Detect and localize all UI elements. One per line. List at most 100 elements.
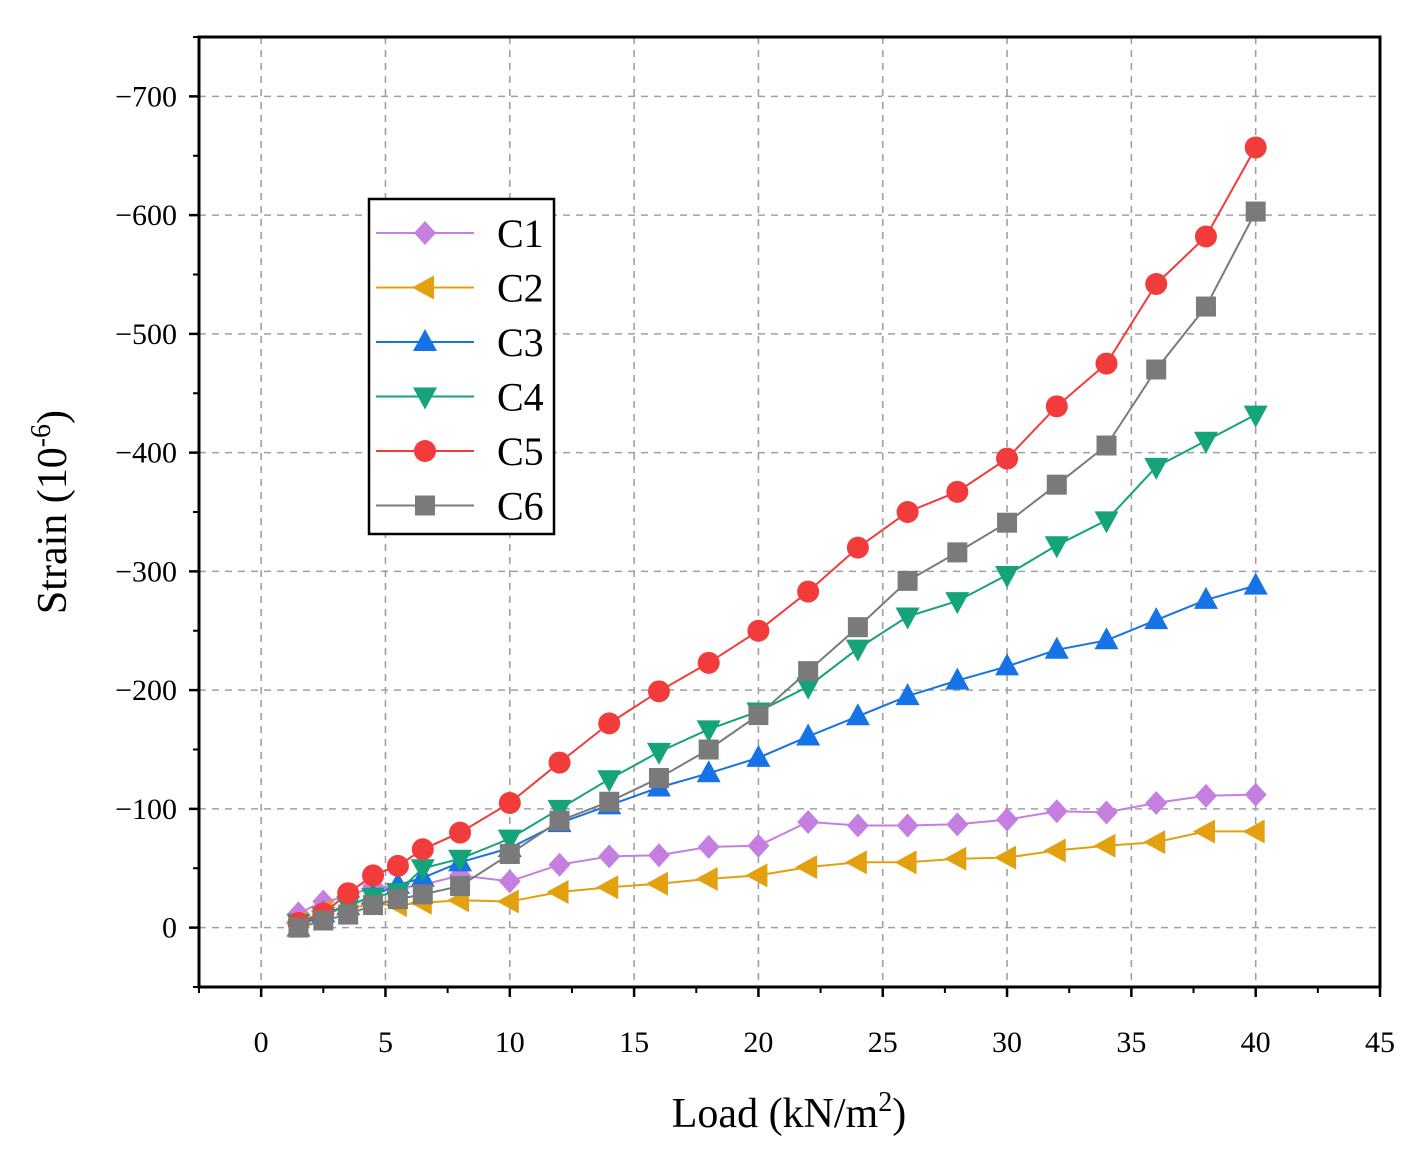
legend-label-c5: C5	[497, 429, 544, 474]
data-point-c6	[748, 705, 769, 726]
data-point-c4	[895, 607, 920, 630]
data-point-c1	[548, 852, 571, 877]
data-point-c5	[1045, 395, 1068, 418]
data-point-c3	[1193, 586, 1218, 609]
data-point-c4	[1044, 536, 1069, 559]
x-axis-title: Load (kN/m2)	[672, 1087, 906, 1137]
data-point-c3	[1144, 607, 1169, 630]
legend-label-c3: C3	[497, 320, 544, 365]
data-point-c6	[549, 810, 570, 831]
data-point-c5	[598, 712, 621, 735]
data-point-c1	[996, 807, 1019, 832]
data-point-c2	[1043, 838, 1066, 863]
data-point-c4	[1094, 511, 1119, 534]
data-point-c3	[746, 744, 771, 767]
series-c1	[287, 782, 1267, 926]
data-point-c3	[796, 723, 821, 746]
data-point-c6	[288, 917, 309, 938]
data-point-c5	[647, 680, 670, 703]
data-point-c6	[499, 844, 520, 864]
data-point-c2	[894, 850, 917, 875]
data-point-c5	[498, 791, 521, 814]
data-point-c6	[648, 768, 669, 788]
y-tick-label: −100	[115, 793, 177, 826]
data-point-c6	[897, 570, 918, 591]
data-point-c2	[546, 880, 569, 904]
data-point-c6	[1046, 474, 1067, 495]
data-point-c6	[947, 542, 968, 563]
data-point-c5	[896, 501, 919, 523]
data-point-c1	[747, 833, 770, 858]
data-point-c4	[845, 639, 870, 662]
data-point-c2	[844, 850, 867, 875]
data-point-c3	[845, 703, 870, 726]
data-point-c4	[410, 859, 435, 882]
data-point-c1	[797, 809, 820, 834]
data-point-c2	[496, 889, 519, 914]
data-point-c5	[386, 854, 409, 877]
data-point-c6	[798, 661, 819, 682]
legend-label-c1: C1	[497, 211, 544, 256]
x-tick-label: 40	[1241, 1026, 1271, 1059]
data-point-c5	[1145, 273, 1168, 295]
data-point-c3	[945, 667, 970, 690]
data-point-c1	[846, 813, 869, 838]
legend-marker-c4	[413, 387, 437, 410]
data-point-c6	[997, 512, 1018, 533]
data-point-c5	[846, 536, 869, 559]
data-point-c2	[1192, 819, 1215, 844]
legend-marker-c2	[412, 275, 434, 300]
y-tick-label: −300	[115, 555, 177, 588]
data-point-c4	[497, 829, 522, 852]
data-point-c4	[945, 592, 970, 615]
data-point-c5	[1244, 136, 1267, 159]
data-point-c6	[599, 791, 620, 812]
data-point-c2	[795, 855, 818, 880]
x-tick-label: 35	[1116, 1026, 1146, 1059]
legend-label-c4: C4	[497, 375, 544, 420]
data-point-c1	[647, 843, 670, 868]
data-point-c6	[847, 617, 868, 638]
data-point-c3	[1044, 636, 1069, 659]
data-point-c5	[946, 480, 969, 503]
data-point-c4	[448, 849, 473, 872]
data-point-c6	[363, 895, 384, 916]
y-tick-label: −400	[115, 437, 177, 470]
data-point-c3	[895, 683, 920, 706]
data-point-c1	[1045, 799, 1068, 824]
data-point-c5	[362, 864, 385, 887]
data-point-c6	[387, 889, 408, 910]
legend-marker-c5	[414, 440, 436, 462]
x-tick-label: 30	[992, 1026, 1022, 1059]
data-series	[285, 136, 1268, 938]
data-point-c4	[796, 677, 821, 700]
data-point-c4	[1193, 431, 1218, 454]
data-point-c3	[995, 653, 1020, 676]
data-point-c4	[646, 742, 671, 765]
data-point-c5	[747, 619, 770, 642]
axes: 0 5 10 15 20 25 30 35 40 45 0 −100 −200 −300 −400 −500 −…	[115, 35, 1395, 1059]
x-tick-label: 15	[619, 1026, 649, 1059]
data-point-c3	[1243, 572, 1268, 595]
x-tick-label: 5	[378, 1026, 393, 1059]
x-tick-label: 0	[254, 1026, 269, 1059]
legend-marker-c6	[415, 495, 435, 516]
data-point-c6	[450, 876, 471, 897]
x-tick-label: 20	[743, 1026, 773, 1059]
data-point-c5	[449, 821, 472, 844]
data-point-c2	[645, 871, 668, 896]
data-point-c1	[1244, 782, 1267, 807]
x-axis-title-superscript: 2	[878, 1087, 892, 1118]
data-point-c2	[745, 863, 768, 888]
data-point-c2	[695, 866, 718, 891]
x-tick-label: 10	[495, 1026, 525, 1059]
data-point-c3	[696, 760, 721, 783]
data-point-c5	[797, 580, 820, 603]
data-point-c5	[337, 882, 360, 905]
data-point-c3	[1094, 627, 1119, 650]
legend-label-c2: C2	[497, 266, 544, 311]
y-tick-label: −200	[115, 674, 177, 707]
legend: C1 C2 C3 C4 C5 C6	[367, 197, 556, 536]
data-point-c2	[1143, 830, 1166, 855]
